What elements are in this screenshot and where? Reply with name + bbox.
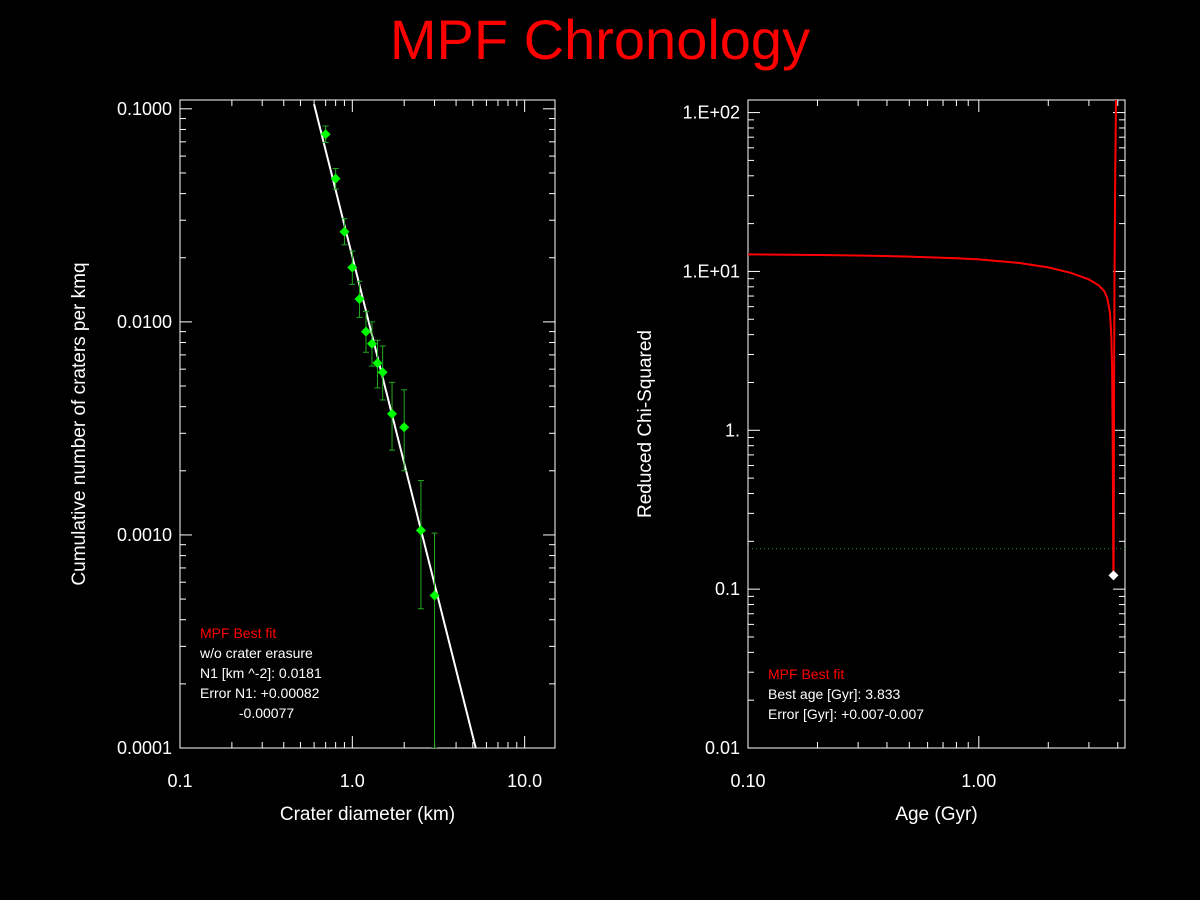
y-tick-label: 0.0001 xyxy=(117,738,172,758)
y-tick-label: 1.E+02 xyxy=(682,103,740,123)
x-tick-label: 10.0 xyxy=(507,771,542,791)
y-tick-label: 0.01 xyxy=(705,738,740,758)
plot-area xyxy=(748,100,1125,576)
data-point xyxy=(399,422,410,433)
legend-line: Error N1: +0.00082 xyxy=(200,685,320,701)
data-point xyxy=(377,367,388,378)
y-tick-label: 0.0010 xyxy=(117,525,172,545)
data-point xyxy=(339,226,350,237)
data-point xyxy=(366,338,377,349)
y-axis-label: Reduced Chi-Squared xyxy=(635,330,656,518)
data-point xyxy=(320,129,331,140)
data-point xyxy=(347,262,358,273)
data-point xyxy=(360,326,371,337)
best-fit-point xyxy=(1108,570,1119,581)
legend-line: Best age [Gyr]: 3.833 xyxy=(768,686,901,702)
legend-line: N1 [km ^-2]: 0.0181 xyxy=(200,665,322,681)
y-tick-label: 1. xyxy=(725,420,740,440)
data-point xyxy=(415,525,426,536)
y-tick-label: 0.1 xyxy=(715,579,740,599)
x-axis-label: Crater diameter (km) xyxy=(280,804,455,825)
legend: MPF Best fit w/o crater erasure N1 [km ^-2… xyxy=(199,625,322,721)
data-point xyxy=(330,173,341,184)
error-bar xyxy=(431,532,438,748)
data-point xyxy=(372,358,383,369)
x-tick-label: 0.1 xyxy=(167,771,192,791)
data-point xyxy=(387,408,398,419)
y-axis-label: Cumulative number of craters per kmq xyxy=(69,262,90,585)
x-tick-label: 1.0 xyxy=(340,771,365,791)
legend-title: MPF Best fit xyxy=(200,625,276,641)
chart-1: 0.1 1.0 10.0 0.0001 0.0010 0.0100 0.1000 Crater… xyxy=(69,99,556,825)
legend-line: Error [Gyr]: +0.007-0.007 xyxy=(768,706,924,722)
error-bar xyxy=(417,480,424,610)
legend-title: MPF Best fit xyxy=(768,666,844,682)
x-axis-label: Age (Gyr) xyxy=(895,804,977,825)
y-tick-label: 1.E+01 xyxy=(682,261,740,281)
y-tick-label: 0.0100 xyxy=(117,312,172,332)
page-title: MPF Chronology xyxy=(389,8,811,71)
plot-area xyxy=(313,104,477,748)
plot-frame xyxy=(747,99,1126,749)
chart-2: 0.10 1.00 0.01 0.1 1. 1.E+01 1.E+02 Age (Gyr) Re… xyxy=(635,99,1126,825)
legend-line: -0.00077 xyxy=(200,705,294,721)
fit-line xyxy=(313,104,477,748)
x-tick-label: 1.00 xyxy=(961,771,996,791)
plot-frame xyxy=(179,99,556,749)
data-point xyxy=(429,590,440,601)
legend-line: w/o crater erasure xyxy=(199,645,313,661)
x-tick-label: 0.10 xyxy=(730,771,765,791)
y-tick-label: 0.1000 xyxy=(117,99,172,119)
series-line xyxy=(748,100,1117,576)
legend: MPF Best fit Best age [Gyr]: 3.833 Error [… xyxy=(768,666,924,722)
data-point xyxy=(354,294,365,305)
